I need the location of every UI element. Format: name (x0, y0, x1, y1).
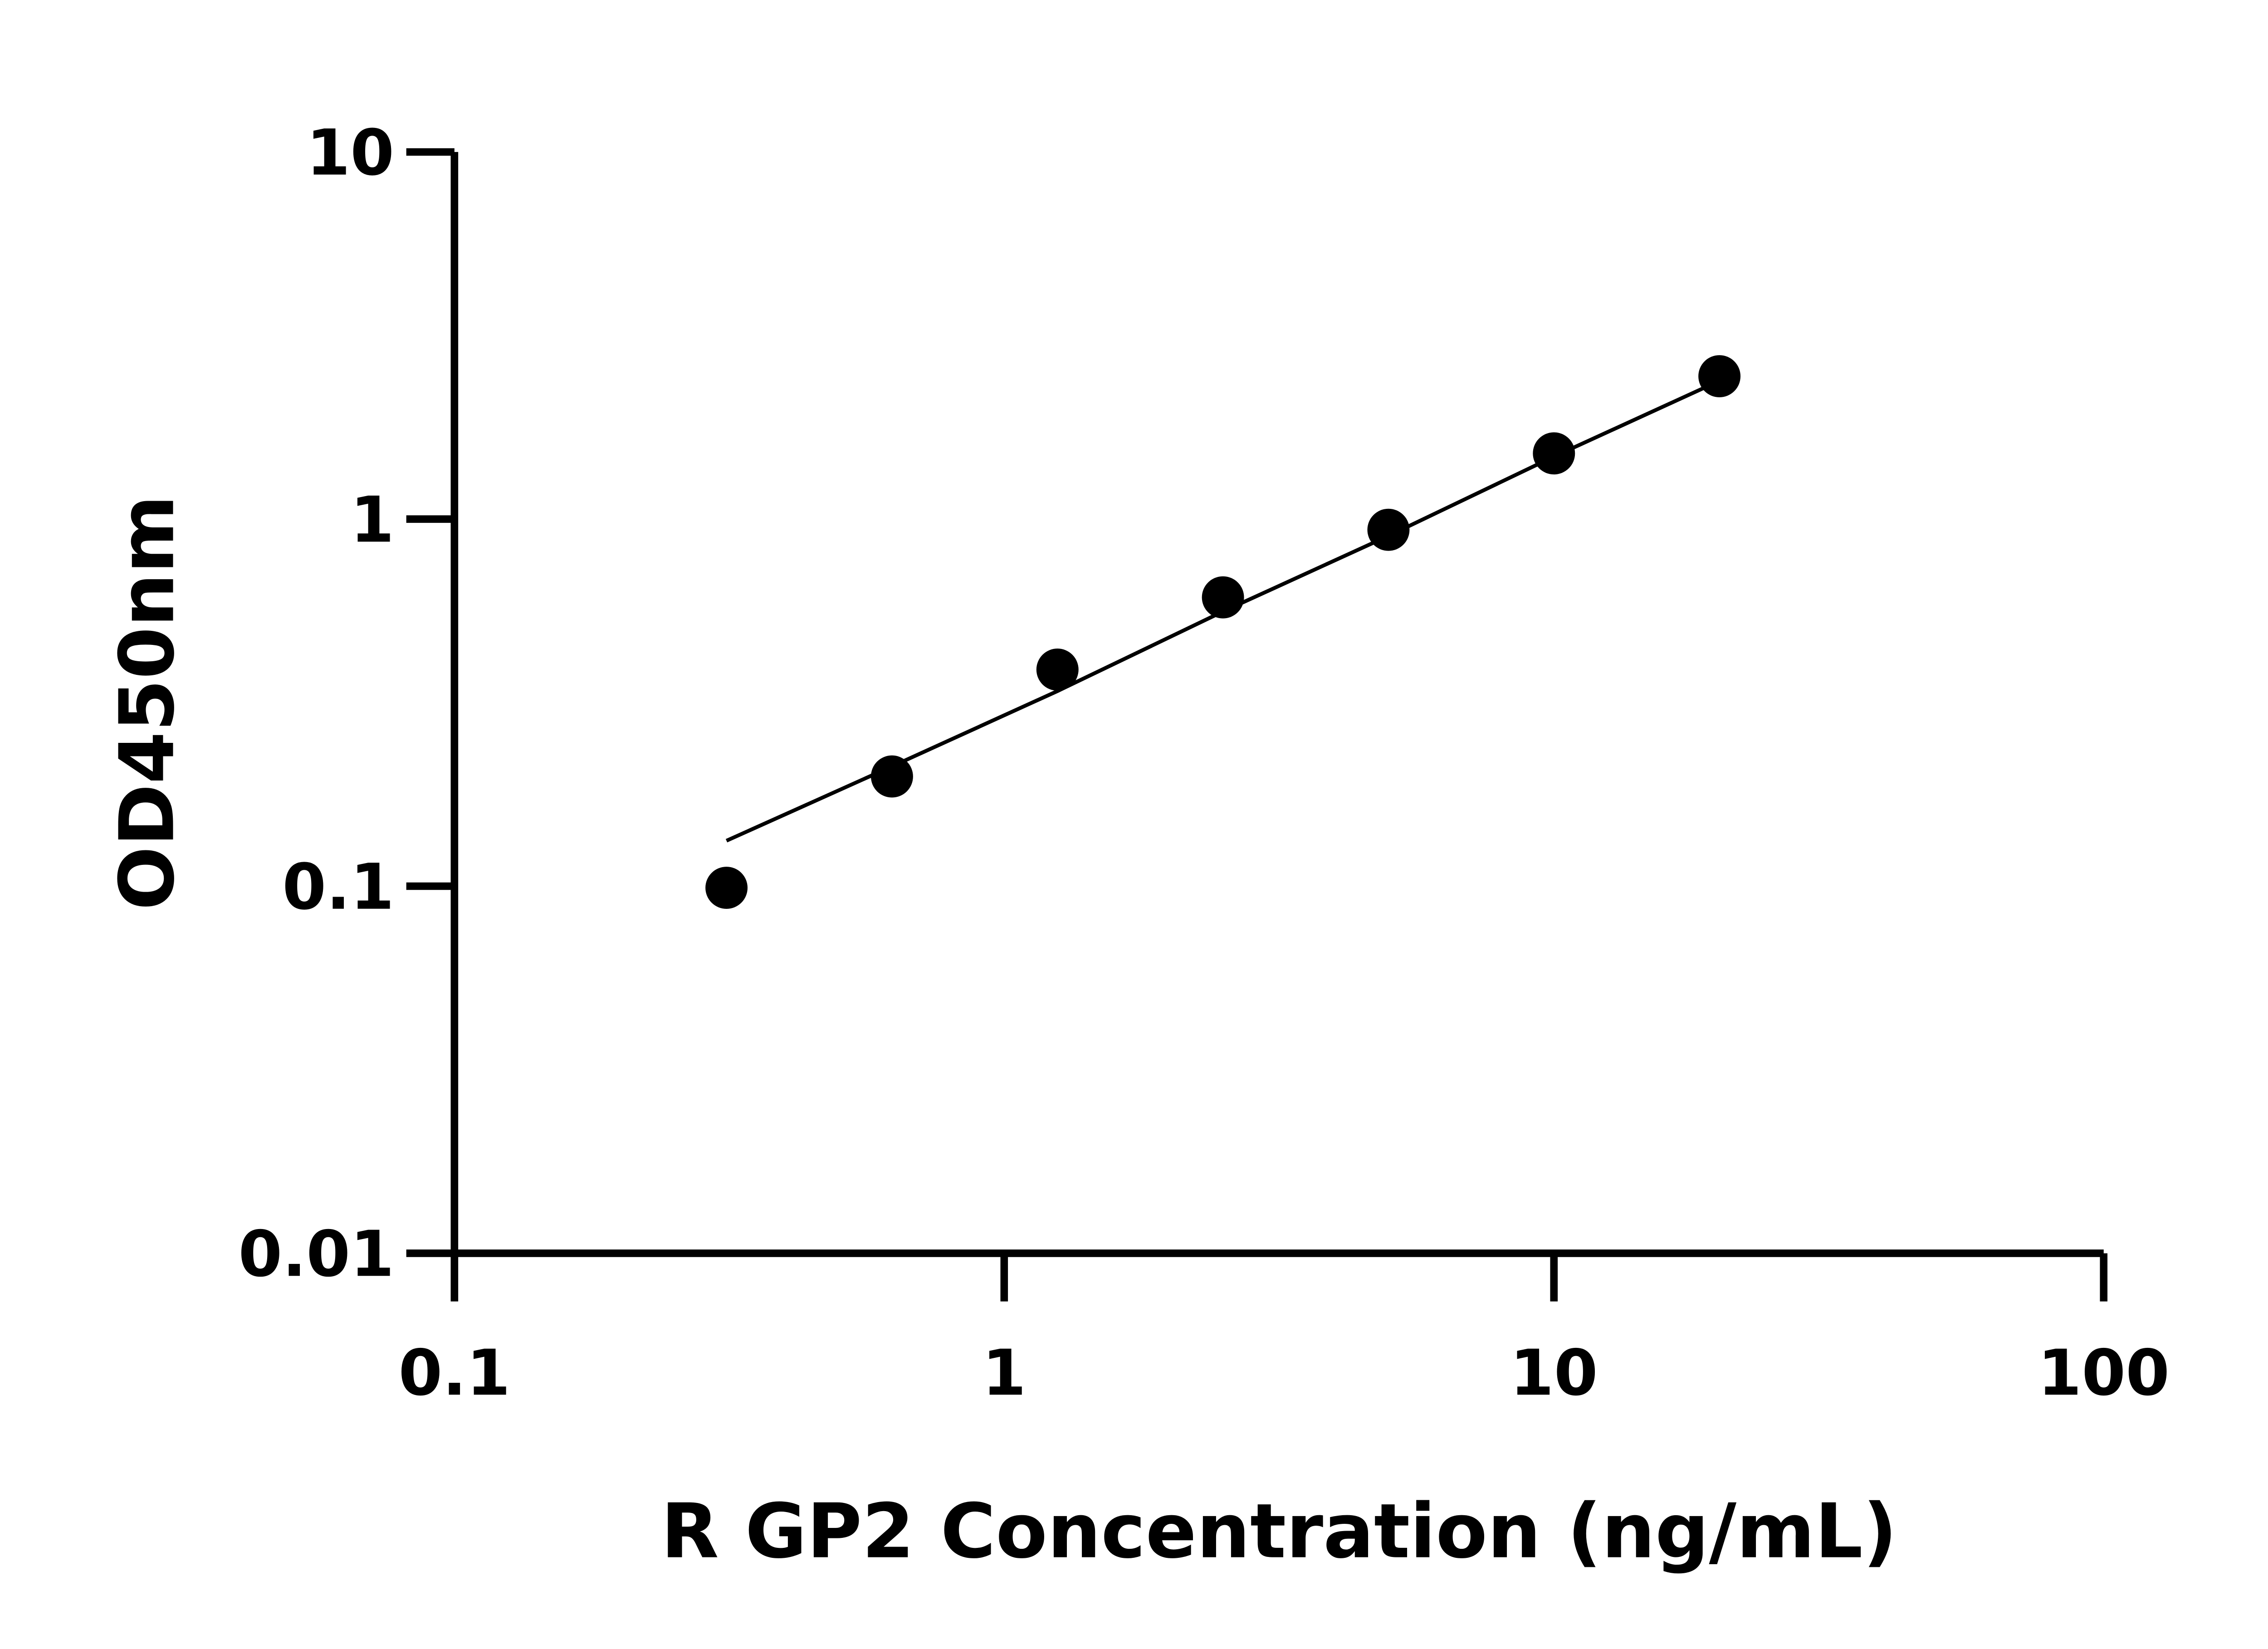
x-tick-label: 1 (982, 1336, 1026, 1410)
x-tick-label: 0.1 (398, 1336, 510, 1410)
x-axis-label: R GP2 Concentration (ng/mL) (661, 1488, 1897, 1576)
data-point (1367, 508, 1410, 551)
y-tick-label: 10 (306, 116, 394, 190)
x-tick-label: 100 (2038, 1336, 2170, 1410)
data-point (870, 755, 913, 798)
y-tick-label: 0.1 (282, 850, 394, 924)
data-point (1036, 649, 1079, 691)
data-point (1698, 355, 1741, 397)
data-point (1202, 576, 1244, 619)
y-axis-label: OD450nm (104, 495, 191, 910)
y-tick-label: 0.01 (238, 1217, 394, 1291)
axes (450, 152, 2104, 1257)
data-points (705, 355, 1741, 909)
y-tick-label: 1 (350, 483, 394, 556)
data-point (705, 867, 748, 909)
x-tick-label: 10 (1510, 1336, 1598, 1410)
data-point (1533, 432, 1575, 475)
